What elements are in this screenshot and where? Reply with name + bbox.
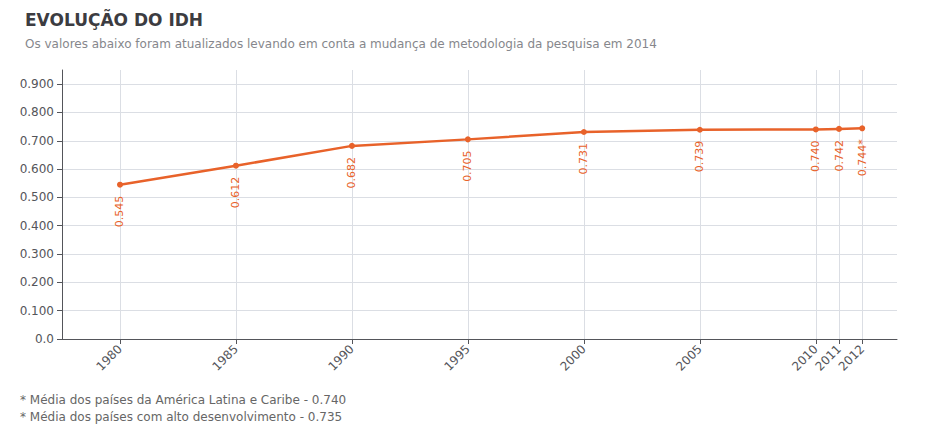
svg-text:1985: 1985 [209,342,240,373]
svg-text:0.739: 0.739 [693,141,706,173]
svg-text:0.740: 0.740 [809,140,822,172]
svg-text:2010: 2010 [789,342,820,373]
svg-text:0.100: 0.100 [20,304,54,318]
svg-text:0.500: 0.500 [20,190,54,204]
svg-text:1990: 1990 [325,342,356,373]
svg-text:0.742: 0.742 [833,140,846,172]
svg-text:0.900: 0.900 [20,77,54,91]
svg-text:0.600: 0.600 [20,162,54,176]
svg-text:0.744*: 0.744* [856,139,869,176]
svg-text:2000: 2000 [557,342,588,373]
svg-text:0.0: 0.0 [35,332,54,346]
svg-text:Os valores abaixo foram atuali: Os valores abaixo foram atualizados leva… [25,37,657,51]
svg-text:0.800: 0.800 [20,105,54,119]
svg-text:2005: 2005 [673,342,704,373]
svg-text:0.400: 0.400 [20,219,54,233]
svg-text:0.200: 0.200 [20,275,54,289]
svg-text:2011: 2011 [812,342,843,373]
svg-text:0.545: 0.545 [113,196,126,228]
svg-text:0.700: 0.700 [20,134,54,148]
svg-text:0.300: 0.300 [20,247,54,261]
svg-text:* Média dos países com alto de: * Média dos países com alto desenvolvime… [20,410,342,424]
svg-text:* Média dos países da América: * Média dos países da América Latina e C… [20,393,346,407]
svg-text:1980: 1980 [93,342,124,373]
svg-text:0.731: 0.731 [577,143,590,175]
svg-text:1995: 1995 [441,342,472,373]
svg-text:0.612: 0.612 [229,177,242,209]
svg-text:EVOLUÇÃO DO IDH: EVOLUÇÃO DO IDH [25,8,203,30]
svg-text:0.682: 0.682 [345,157,358,189]
svg-text:2012: 2012 [836,342,867,373]
svg-text:0.705: 0.705 [461,150,474,182]
